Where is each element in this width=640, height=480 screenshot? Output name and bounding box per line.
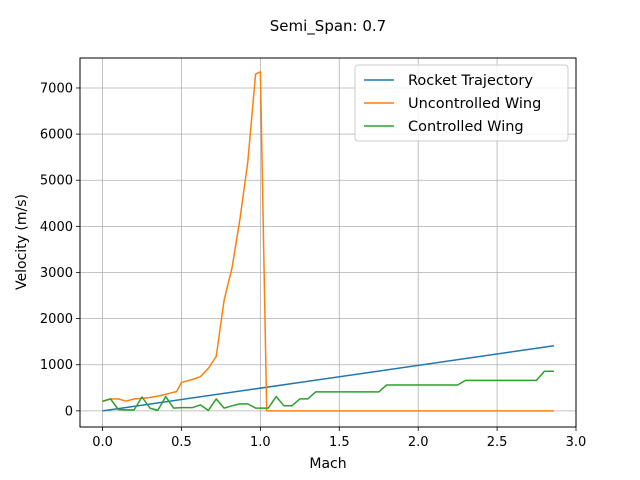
y-tick-label: 2000 <box>40 312 73 327</box>
y-axis-label: Velocity (m/s) <box>14 194 30 290</box>
y-tick-label: 4000 <box>40 220 73 235</box>
y-tick-label: 7000 <box>40 81 73 96</box>
x-tick-label: 1.0 <box>250 435 271 450</box>
x-tick-label: 0.0 <box>92 435 113 450</box>
plot-frame <box>79 57 577 428</box>
axis-ticks: 0.0 0.5 1.0 1.5 2.0 2.5 3.0 0 1000 2000 3000 4000 50… <box>40 81 586 450</box>
uncontrolled-wing-legend-label: Uncontrolled Wing <box>408 96 541 112</box>
legend: Rocket Trajectory Uncontrolled Wing Contro… <box>354 64 569 142</box>
rocket-trajectory-legend-label: Rocket Trajectory <box>408 73 533 89</box>
rocket-trajectory-line <box>102 345 555 412</box>
x-tick-label: 1.5 <box>329 435 350 450</box>
series-lines <box>102 71 555 412</box>
controlled-wing-line <box>102 370 554 412</box>
x-axis-label: Mach <box>309 456 346 472</box>
y-tick-label: 6000 <box>40 128 73 143</box>
y-tick-label: 3000 <box>40 266 73 281</box>
y-tick-label: 0 <box>65 404 73 419</box>
x-tick-label: 2.5 <box>487 435 508 450</box>
legend-box <box>354 64 569 142</box>
x-tick-label: 3.0 <box>566 435 587 450</box>
x-tick-label: 2.0 <box>408 435 429 450</box>
controlled-wing-legend-label: Controlled Wing <box>408 119 524 135</box>
grid <box>80 58 577 427</box>
uncontrolled-wing-line <box>102 71 554 412</box>
chart-title: Semi_Span: 0.7 <box>270 17 386 36</box>
x-tick-label: 0.5 <box>171 435 192 450</box>
y-tick-label: 5000 <box>40 174 73 189</box>
y-tick-label: 1000 <box>40 358 73 373</box>
